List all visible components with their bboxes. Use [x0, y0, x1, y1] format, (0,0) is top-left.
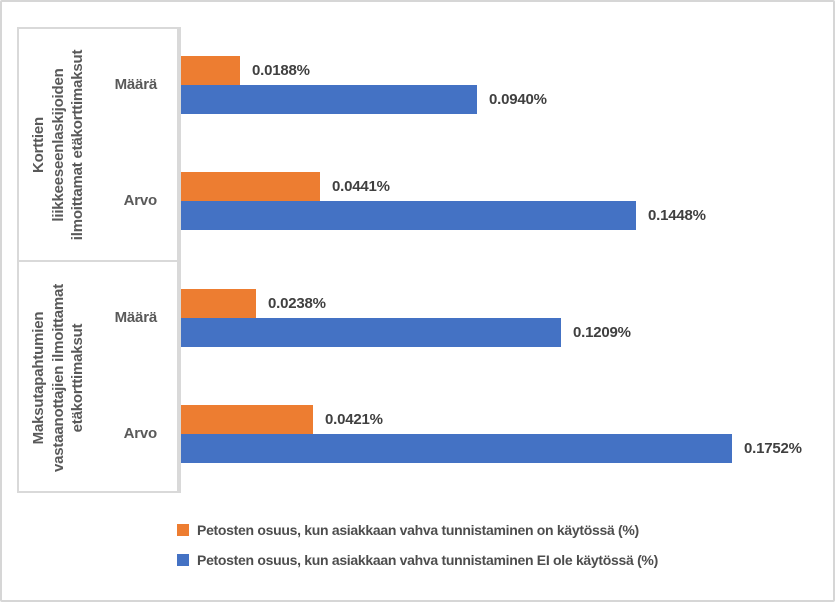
bar-row-issuers-arvo: 0.0441% 0.1448%: [181, 172, 831, 230]
data-label: 0.0421%: [325, 411, 383, 428]
bar-sca-on: [181, 289, 256, 318]
bar-sca-on: [181, 56, 240, 85]
bar-sca-off: [181, 318, 561, 347]
bar-line-sca-off: 0.0940%: [181, 85, 831, 114]
data-label: 0.0441%: [332, 178, 390, 195]
group-label-card-issuers: Korttien liikkeeseenlaskijoiden ilmoitta…: [29, 49, 86, 240]
bar-line-sca-on: 0.0188%: [181, 56, 831, 85]
bar-row-acquirers-maara: 0.0238% 0.1209%: [181, 289, 831, 347]
bar-line-sca-on: 0.0441%: [181, 172, 831, 201]
data-label: 0.0188%: [252, 62, 310, 79]
bar-row-issuers-maara: 0.0188% 0.0940%: [181, 56, 831, 114]
category-label-maara: Määrä: [114, 309, 158, 326]
bar-line-sca-off: 0.1448%: [181, 201, 831, 230]
legend-label: Petosten osuus, kun asiakkaan vahva tunn…: [197, 522, 639, 538]
data-label: 0.1209%: [573, 324, 631, 341]
group-box-card-issuers: Korttien liikkeeseenlaskijoiden ilmoitta…: [19, 29, 177, 262]
bar-line-sca-on: 0.0238%: [181, 289, 831, 318]
bar-sca-on: [181, 172, 320, 201]
category-axis-label-box: Korttien liikkeeseenlaskijoiden ilmoitta…: [17, 27, 179, 493]
category-label-arvo: Arvo: [123, 192, 158, 209]
group-box-acquirers: Maksutapahtumien vastaanottajien ilmoitt…: [19, 262, 177, 493]
data-label: 0.1448%: [648, 207, 706, 224]
bar-sca-off: [181, 434, 732, 463]
bar-line-sca-on: 0.0421%: [181, 405, 831, 434]
legend-inner: Petosten osuus, kun asiakkaan vahva tunn…: [177, 522, 658, 568]
bar-line-sca-off: 0.1209%: [181, 318, 831, 347]
bar-sca-off: [181, 201, 636, 230]
legend-item-sca-on: Petosten osuus, kun asiakkaan vahva tunn…: [177, 522, 639, 538]
data-label: 0.0238%: [268, 295, 326, 312]
legend-marker-blue-icon: [177, 554, 190, 566]
legend-item-sca-off: Petosten osuus, kun asiakkaan vahva tunn…: [177, 552, 658, 568]
category-label-arvo: Arvo: [123, 425, 158, 442]
bar-line-sca-off: 0.1752%: [181, 434, 831, 463]
group-label-acquirers: Maksutapahtumien vastaanottajien ilmoitt…: [29, 283, 86, 472]
bar-sca-off: [181, 85, 477, 114]
data-label: 0.0940%: [489, 91, 547, 108]
legend-label: Petosten osuus, kun asiakkaan vahva tunn…: [197, 552, 658, 568]
data-label: 0.1752%: [744, 440, 802, 457]
bar-row-acquirers-arvo: 0.0421% 0.1752%: [181, 405, 831, 463]
bar-sca-on: [181, 405, 313, 434]
legend: Petosten osuus, kun asiakkaan vahva tunn…: [2, 522, 833, 568]
legend-marker-orange-icon: [177, 524, 190, 536]
category-axis-line: [179, 27, 181, 493]
category-label-maara: Määrä: [114, 76, 158, 93]
